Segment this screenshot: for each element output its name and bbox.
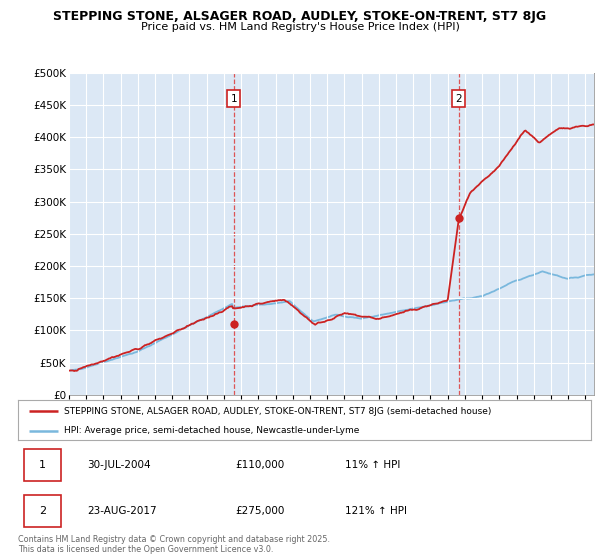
Text: 30-JUL-2004: 30-JUL-2004 bbox=[87, 460, 151, 470]
Text: £275,000: £275,000 bbox=[236, 506, 285, 516]
Text: 121% ↑ HPI: 121% ↑ HPI bbox=[344, 506, 407, 516]
Text: Price paid vs. HM Land Registry's House Price Index (HPI): Price paid vs. HM Land Registry's House … bbox=[140, 22, 460, 32]
Text: 2: 2 bbox=[39, 506, 46, 516]
Text: 2: 2 bbox=[455, 94, 462, 104]
Text: STEPPING STONE, ALSAGER ROAD, AUDLEY, STOKE-ON-TRENT, ST7 8JG: STEPPING STONE, ALSAGER ROAD, AUDLEY, ST… bbox=[53, 10, 547, 23]
Text: £110,000: £110,000 bbox=[236, 460, 285, 470]
Text: 11% ↑ HPI: 11% ↑ HPI bbox=[344, 460, 400, 470]
Text: 1: 1 bbox=[39, 460, 46, 470]
Text: STEPPING STONE, ALSAGER ROAD, AUDLEY, STOKE-ON-TRENT, ST7 8JG (semi-detached hou: STEPPING STONE, ALSAGER ROAD, AUDLEY, ST… bbox=[64, 407, 491, 416]
Text: 1: 1 bbox=[230, 94, 237, 104]
Text: 23-AUG-2017: 23-AUG-2017 bbox=[87, 506, 157, 516]
FancyBboxPatch shape bbox=[24, 495, 61, 528]
Text: HPI: Average price, semi-detached house, Newcastle-under-Lyme: HPI: Average price, semi-detached house,… bbox=[64, 427, 359, 436]
Text: Contains HM Land Registry data © Crown copyright and database right 2025.
This d: Contains HM Land Registry data © Crown c… bbox=[18, 535, 330, 554]
FancyBboxPatch shape bbox=[24, 449, 61, 482]
